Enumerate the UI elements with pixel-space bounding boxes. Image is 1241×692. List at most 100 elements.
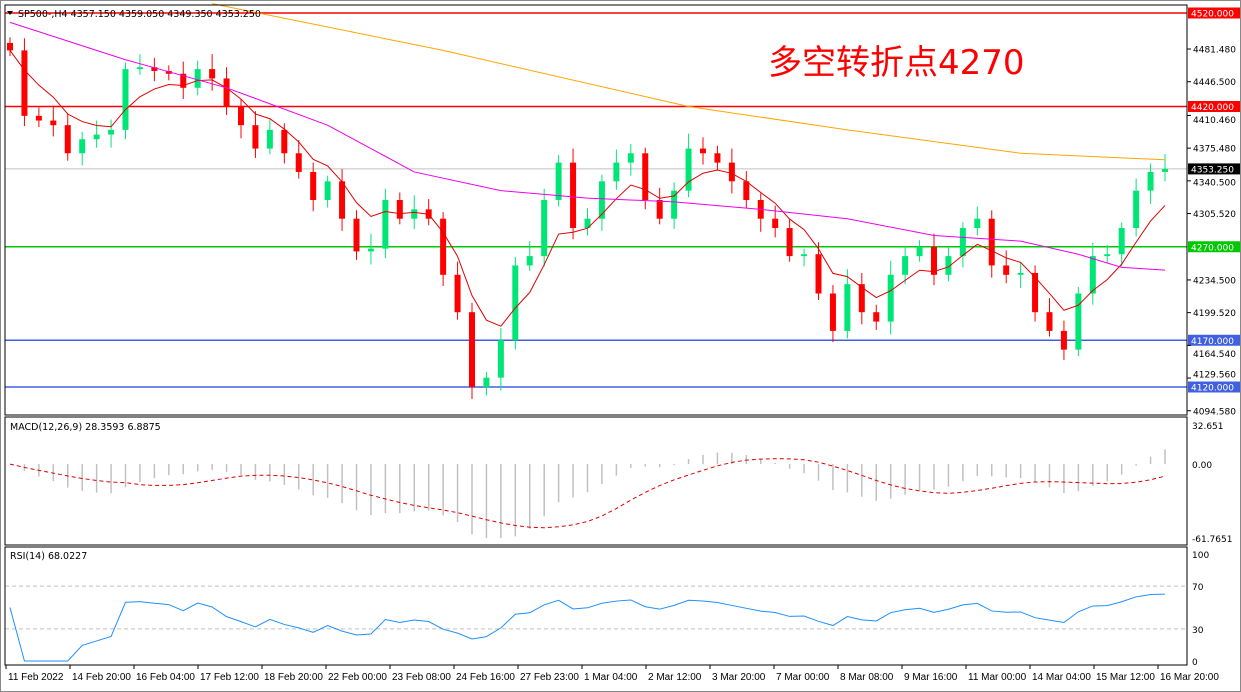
candle-body xyxy=(1032,272,1039,313)
annotation-text: 多空转折点4270 xyxy=(768,43,1025,83)
candle-body xyxy=(584,218,591,229)
rsi-tick-label: 0 xyxy=(1192,658,1198,668)
candle-body xyxy=(772,218,779,229)
candle-body xyxy=(295,153,302,172)
candle-body xyxy=(613,162,620,182)
candle-body xyxy=(64,125,71,154)
candle-body xyxy=(786,228,793,257)
level-price-tag xyxy=(1188,101,1240,112)
candle-body xyxy=(1147,171,1154,191)
candle-body xyxy=(902,256,909,275)
candle-body xyxy=(858,284,865,313)
candle-body xyxy=(916,246,923,257)
rsi-panel-frame xyxy=(4,546,1188,666)
candle-body xyxy=(440,218,447,275)
candle-body xyxy=(801,254,808,257)
time-tick-label: 18 Feb 20:00 xyxy=(264,672,323,683)
level-price-label: 4420.000 xyxy=(1191,103,1234,113)
candle-body xyxy=(700,148,706,154)
candle-body xyxy=(959,228,966,257)
candle-body xyxy=(931,246,937,275)
candle-body xyxy=(483,377,490,387)
candle-body xyxy=(396,200,403,219)
ma-mid-line xyxy=(9,21,1166,271)
candle-body xyxy=(1017,272,1024,275)
level-price-tag xyxy=(1188,381,1240,393)
current-price-label: 4353.250 xyxy=(1191,165,1234,175)
price-tick-label: 4340.500 xyxy=(1193,178,1236,188)
candle-body xyxy=(656,200,663,219)
time-tick-label: 22 Feb 00:00 xyxy=(328,672,387,683)
candle-body xyxy=(1162,168,1168,172)
candle-body xyxy=(714,153,721,163)
candle-body xyxy=(829,293,836,331)
level-price-tag xyxy=(1188,241,1240,253)
time-tick-label: 11 Mar 00:00 xyxy=(968,672,1027,683)
candle-body xyxy=(411,209,418,219)
level-price-label: 4120.000 xyxy=(1191,384,1234,394)
candle-body xyxy=(685,148,692,191)
rsi-tick-label: 100 xyxy=(1192,551,1209,561)
price-tick-label: 4234.500 xyxy=(1193,276,1236,286)
time-tick-label: 11 Feb 2022 xyxy=(8,672,64,683)
candle-body xyxy=(50,120,57,126)
candle-body xyxy=(209,69,216,79)
candle-body xyxy=(642,153,649,200)
candle-body xyxy=(1118,228,1125,255)
macd-signal-line xyxy=(9,458,1166,529)
candle-body xyxy=(627,153,634,163)
candle-body xyxy=(512,265,519,341)
candle-body xyxy=(180,73,187,88)
rsi-line xyxy=(9,593,1166,662)
chart-header: SP500-,H4 4357.150 4359.050 4349.350 435… xyxy=(18,9,261,20)
macd-tick-label: -61.7651 xyxy=(1192,535,1232,545)
main-panel-frame xyxy=(4,4,1188,416)
candle-body xyxy=(945,256,952,275)
candle-body xyxy=(555,162,562,200)
candle-body xyxy=(728,162,735,182)
candle-body xyxy=(310,171,317,200)
candle-body xyxy=(541,200,548,257)
macd-tick-label: 0.00 xyxy=(1192,461,1212,471)
time-tick-label: 2 Mar 12:00 xyxy=(648,672,702,683)
candle-body xyxy=(1046,312,1053,331)
price-tick-label: 4446.500 xyxy=(1193,78,1236,88)
time-tick-label: 9 Mar 16:00 xyxy=(904,672,958,683)
ma-slow-line xyxy=(212,3,1166,161)
macd-tick-label: 32.651 xyxy=(1192,422,1224,432)
candle-body xyxy=(1133,190,1140,229)
collapse-triangle-icon[interactable] xyxy=(7,11,13,15)
candle-body xyxy=(353,218,360,252)
level-price-label: 4170.000 xyxy=(1191,337,1234,347)
price-tick-label: 4375.480 xyxy=(1193,145,1236,155)
price-tick-label: 4199.520 xyxy=(1193,309,1236,319)
candle-body xyxy=(93,134,100,140)
price-tick-label: 4481.480 xyxy=(1193,46,1236,56)
candle-body xyxy=(988,218,995,266)
price-tick-label: 4094.580 xyxy=(1193,407,1236,417)
price-tick-label: 4129.560 xyxy=(1193,371,1236,381)
candle-body xyxy=(598,181,605,219)
macd-label: MACD(12,26,9) 28.3593 6.8875 xyxy=(10,422,161,433)
candle-body xyxy=(122,69,129,130)
candle-body xyxy=(815,254,822,294)
candle-body xyxy=(165,70,172,74)
current-price-tag xyxy=(1188,163,1240,175)
candle-body xyxy=(1003,265,1010,275)
candle-body xyxy=(844,284,851,331)
rsi-tick-label: 30 xyxy=(1192,626,1204,636)
time-tick-label: 1 Mar 04:00 xyxy=(584,672,638,683)
rsi-label: RSI(14) 68.0227 xyxy=(10,551,87,562)
candle-body xyxy=(526,256,533,266)
candle-body xyxy=(35,115,42,121)
time-tick-label: 8 Mar 08:00 xyxy=(840,672,894,683)
time-tick-label: 16 Mar 20:00 xyxy=(1160,672,1219,683)
time-tick-label: 14 Mar 04:00 xyxy=(1032,672,1091,683)
candle-body xyxy=(454,274,461,313)
candle-body xyxy=(497,340,504,378)
ma-fast-line xyxy=(9,50,1166,327)
candle-body xyxy=(223,78,230,107)
time-tick-label: 14 Feb 20:00 xyxy=(72,672,131,683)
candle-body xyxy=(1104,254,1111,257)
